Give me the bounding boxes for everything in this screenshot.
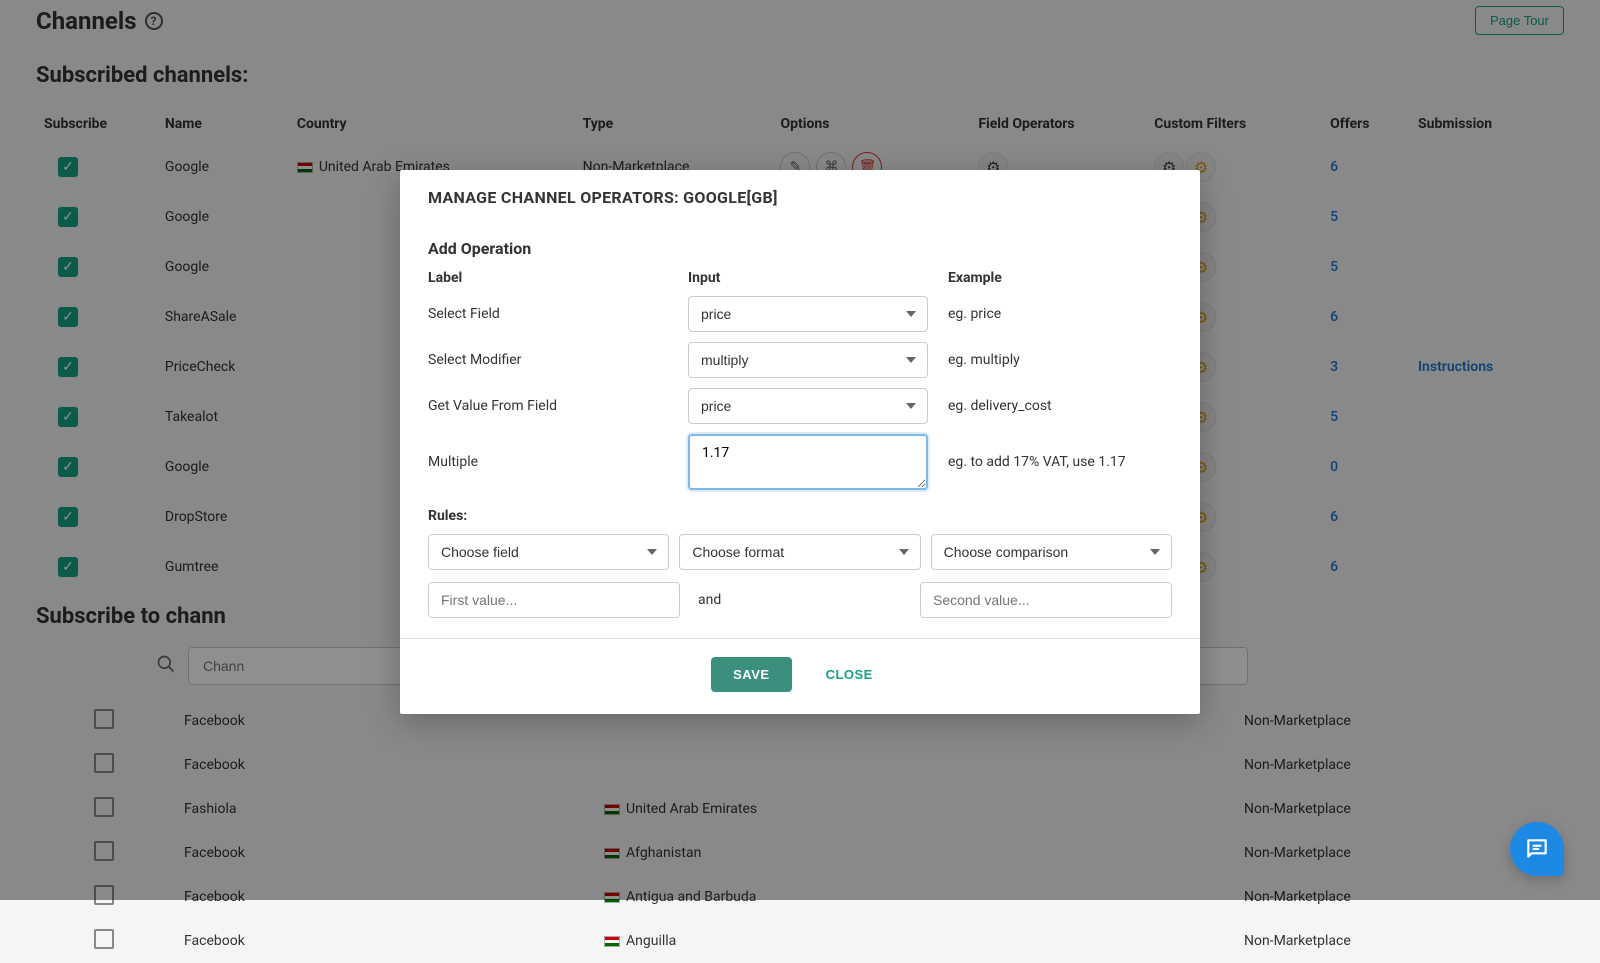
- manage-operators-modal: MANAGE CHANNEL OPERATORS: GOOGLE[GB] Add…: [400, 170, 1200, 714]
- select-field-example: eg. price: [948, 306, 1172, 322]
- multiple-label: Multiple: [428, 454, 668, 470]
- choose-comparison-dropdown[interactable]: Choose comparison: [931, 534, 1172, 570]
- form-header-label: Label: [428, 270, 668, 286]
- select-modifier-label: Select Modifier: [428, 352, 668, 368]
- first-value-input[interactable]: [428, 582, 680, 618]
- form-header-example: Example: [948, 270, 1172, 286]
- rules-title: Rules:: [428, 508, 1172, 524]
- table-row: Facebook Anguilla Non-Marketplace: [36, 919, 1564, 963]
- operation-form-grid: Label Input Example Select Field price e…: [428, 270, 1172, 490]
- channel-type: Non-Marketplace: [1236, 919, 1564, 963]
- modal-footer: SAVE CLOSE: [400, 638, 1200, 714]
- close-button[interactable]: CLOSE: [810, 657, 889, 692]
- choose-field-dropdown[interactable]: Choose field: [428, 534, 669, 570]
- second-value-input[interactable]: [920, 582, 1172, 618]
- multiple-example: eg. to add 17% VAT, use 1.17: [948, 454, 1172, 470]
- channel-name: Facebook: [176, 919, 596, 963]
- chat-bubble-button[interactable]: [1510, 822, 1564, 876]
- channel-country: Anguilla: [596, 919, 1236, 963]
- form-header-input: Input: [688, 270, 928, 286]
- multiple-input[interactable]: [688, 434, 928, 490]
- subscribe-checkbox-empty[interactable]: [94, 929, 114, 949]
- rules-row-1: Choose field Choose format Choose compar…: [428, 534, 1172, 570]
- select-modifier-example: eg. multiply: [948, 352, 1172, 368]
- select-field-label: Select Field: [428, 306, 668, 322]
- modal-title: MANAGE CHANNEL OPERATORS: GOOGLE[GB]: [400, 170, 1200, 215]
- select-modifier-dropdown[interactable]: multiply: [688, 342, 928, 378]
- rules-row-2: and: [428, 582, 1172, 618]
- flag-icon: [604, 936, 620, 947]
- get-value-dropdown[interactable]: price: [688, 388, 928, 424]
- choose-format-dropdown[interactable]: Choose format: [679, 534, 920, 570]
- get-value-label: Get Value From Field: [428, 398, 668, 414]
- get-value-example: eg. delivery_cost: [948, 398, 1172, 414]
- save-button[interactable]: SAVE: [711, 657, 791, 692]
- and-label: and: [690, 592, 910, 608]
- select-field-dropdown[interactable]: price: [688, 296, 928, 332]
- add-operation-title: Add Operation: [428, 239, 1172, 258]
- chat-icon: [1524, 836, 1550, 862]
